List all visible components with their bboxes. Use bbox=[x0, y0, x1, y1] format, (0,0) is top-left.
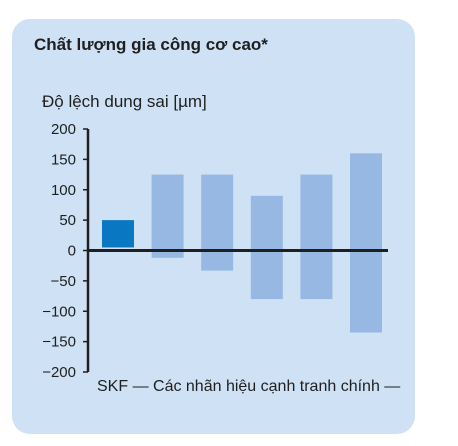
bar-competitor-1 bbox=[151, 174, 184, 258]
bar-competitor-2 bbox=[201, 174, 234, 271]
chart-title: Chất lượng gia công cơ cao* bbox=[34, 35, 268, 54]
bar-competitor-4 bbox=[300, 174, 333, 300]
y-tick-label: −50 bbox=[51, 273, 76, 290]
y-tick-label: 0 bbox=[68, 243, 76, 260]
y-tick-label: 100 bbox=[51, 182, 76, 199]
y-tick-label: −150 bbox=[42, 334, 76, 351]
axis-layer: 200 150 100 50 0 −50 −100 −150 −200 bbox=[42, 121, 388, 381]
y-tick-label: 200 bbox=[51, 121, 76, 138]
bars-layer bbox=[102, 153, 382, 333]
y-axis-label: Độ lệch dung sai [µm] bbox=[42, 92, 207, 111]
bar-competitor-3 bbox=[250, 195, 283, 300]
bar-competitor-5 bbox=[350, 153, 382, 333]
y-tick-label: −200 bbox=[42, 364, 76, 381]
x-axis-label: SKF — Các nhãn hiệu cạnh tranh chính — bbox=[97, 378, 401, 395]
bar-skf bbox=[102, 220, 134, 248]
y-tick-label: −100 bbox=[42, 303, 76, 320]
y-tick-label: 50 bbox=[59, 212, 76, 229]
y-tick-label: 150 bbox=[51, 151, 76, 168]
